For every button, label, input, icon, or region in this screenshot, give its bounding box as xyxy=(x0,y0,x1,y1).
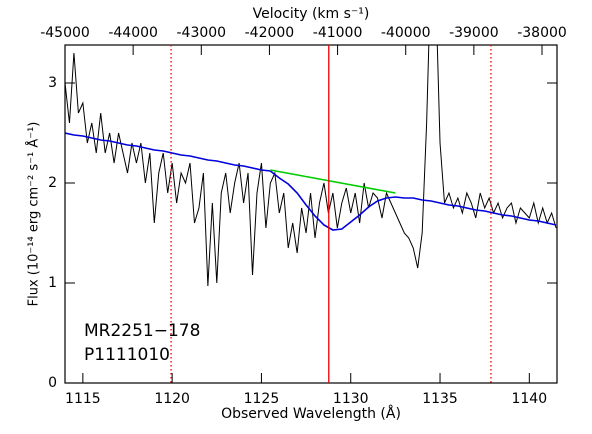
top-axis-title: Velocity (km s⁻¹) xyxy=(253,6,370,22)
y-tick-label: 2 xyxy=(48,175,57,191)
x2-tick-label: -42000 xyxy=(245,25,295,41)
y-tick-label: 3 xyxy=(48,75,57,91)
x2-tick-label: -40000 xyxy=(381,25,431,41)
plot-frame xyxy=(64,44,558,384)
plot-area xyxy=(65,45,557,383)
series-line xyxy=(65,132,557,231)
x2-tick-label: -44000 xyxy=(108,25,158,41)
x-axis-title: Observed Wavelength (Å) xyxy=(221,405,401,422)
x-tick-label: 1135 xyxy=(422,391,458,407)
x2-tick-label: -38000 xyxy=(517,25,567,41)
x-tick-label: 1115 xyxy=(65,391,101,407)
series-line xyxy=(270,169,396,194)
x2-tick-label: -39000 xyxy=(449,25,499,41)
x-tick-label: 1130 xyxy=(333,391,369,407)
x-tick-label: 1120 xyxy=(154,391,190,407)
x2-tick-label: -41000 xyxy=(313,25,363,41)
x-tick-label: 1140 xyxy=(511,391,547,407)
x-tick-label: 1125 xyxy=(244,391,280,407)
y-tick-label: 0 xyxy=(48,375,57,391)
y-axis-title: Flux (10⁻¹⁴ erg cm⁻² s⁻¹ Å⁻¹) xyxy=(26,122,42,307)
series-line xyxy=(65,45,557,287)
x2-tick-label: -45000 xyxy=(40,25,90,41)
annotation: P1111010 xyxy=(84,345,170,365)
y-tick-label: 1 xyxy=(48,275,57,291)
x2-tick-label: -43000 xyxy=(176,25,226,41)
annotation: MR2251−178 xyxy=(84,321,200,341)
